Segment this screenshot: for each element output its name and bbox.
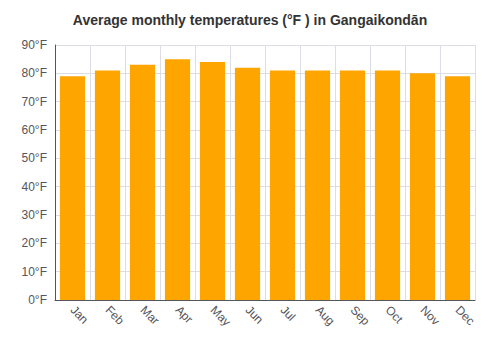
svg-text:Jun: Jun <box>243 303 267 327</box>
svg-text:Feb: Feb <box>103 303 128 328</box>
svg-text:Average monthly temperatures (: Average monthly temperatures (°F ) in Ga… <box>73 12 427 28</box>
svg-text:Aug: Aug <box>313 303 338 328</box>
svg-text:30°F: 30°F <box>22 208 47 222</box>
svg-text:Oct: Oct <box>383 303 407 327</box>
svg-text:90°F: 90°F <box>22 38 47 52</box>
svg-text:Nov: Nov <box>418 303 443 328</box>
svg-text:May: May <box>208 303 234 329</box>
svg-text:Apr: Apr <box>173 303 196 326</box>
svg-text:60°F: 60°F <box>22 123 47 137</box>
svg-text:70°F: 70°F <box>22 95 47 109</box>
svg-text:10°F: 10°F <box>22 265 47 279</box>
svg-text:Jul: Jul <box>278 303 299 324</box>
svg-text:50°F: 50°F <box>22 151 47 165</box>
svg-text:Jan: Jan <box>68 303 92 327</box>
svg-text:80°F: 80°F <box>22 66 47 80</box>
svg-text:Dec: Dec <box>453 303 478 328</box>
svg-text:Sep: Sep <box>348 303 373 328</box>
svg-text:20°F: 20°F <box>22 236 47 250</box>
svg-text:0°F: 0°F <box>28 293 47 307</box>
svg-text:Mar: Mar <box>138 303 163 327</box>
svg-text:40°F: 40°F <box>22 180 47 194</box>
